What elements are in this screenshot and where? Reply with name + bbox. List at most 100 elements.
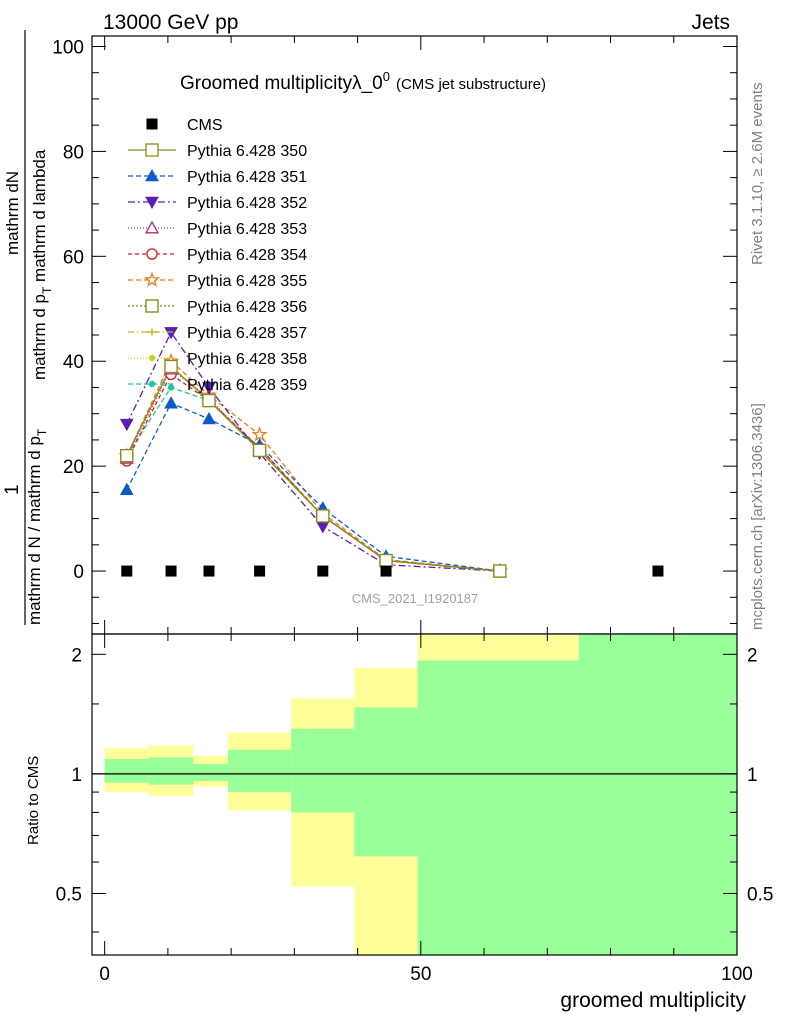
data-point	[317, 565, 329, 577]
ratio-tick-label: 2	[71, 645, 82, 666]
ratio-panel: 0.5 0.5 1 1 2 2	[56, 633, 773, 956]
data-point	[145, 299, 159, 313]
data-point	[148, 380, 156, 388]
data-point	[146, 118, 158, 130]
data-point	[145, 196, 159, 210]
data-point	[203, 565, 215, 577]
ratio-bands	[104, 634, 737, 955]
series-line	[126, 368, 500, 572]
series-line	[126, 365, 500, 572]
data-point	[164, 327, 178, 340]
data-point	[315, 521, 330, 534]
category-label: Jets	[691, 11, 730, 34]
series-line	[126, 365, 500, 572]
data-point	[379, 553, 393, 568]
ratio-y-label: Ratio to CMS	[25, 756, 42, 845]
legend-label: Pythia 6.428 358	[187, 351, 307, 368]
chart-title-sub: (CMS jet substructure)	[396, 76, 546, 93]
x-tick-label: 50	[410, 964, 431, 985]
data-point	[119, 482, 134, 496]
ratio-tick-label: 1	[71, 765, 82, 786]
side-source-label: mcplots.cern.ch [arXiv:1306.3436]	[749, 403, 766, 630]
series-line	[126, 365, 500, 572]
data-point	[146, 248, 158, 260]
ratio-frame	[91, 633, 738, 956]
series-line	[126, 386, 500, 572]
ratio-inner-band	[104, 759, 149, 783]
legend-label: Pythia 6.428 352	[187, 195, 307, 212]
series-line	[126, 365, 500, 572]
y-axis-label-num-den: mathrm d pT mathrm d lambda	[30, 149, 54, 380]
main-panel: 0 20 40 60 80 100	[52, 35, 738, 635]
legend-label: Pythia 6.428 353	[187, 221, 307, 238]
data-point	[251, 426, 268, 442]
ratio-inner-band	[578, 634, 737, 955]
main-series-layer	[118, 327, 664, 579]
data-point	[202, 411, 216, 425]
legend-label: Pythia 6.428 354	[187, 247, 307, 264]
legend-label: Pythia 6.428 351	[187, 169, 307, 186]
data-point	[121, 565, 133, 577]
ratio-tick-label-right: 0.5	[747, 884, 773, 905]
data-point	[202, 393, 216, 408]
x-tick-label: 100	[721, 964, 753, 985]
data-point	[316, 509, 330, 523]
legend-label: Pythia 6.428 350	[187, 143, 307, 160]
chart-title: Groomed multiplicityλ_00 (CMS jet substru…	[180, 69, 546, 94]
energy-label: 13000 GeV pp	[103, 11, 238, 34]
data-point	[165, 565, 177, 577]
ratio-tick-label-right: 2	[747, 645, 758, 666]
data-point	[164, 359, 178, 374]
data-point	[144, 220, 160, 234]
ratio-tick-label: 0.5	[56, 884, 82, 905]
x-axis-label: groomed multiplicity	[560, 989, 746, 1012]
y-tick-label: 60	[63, 247, 84, 268]
data-point	[380, 565, 392, 577]
data-point	[146, 328, 158, 336]
ratio-inner-band	[193, 763, 228, 781]
legend: CMS Pythia 6.428 350 Pythia 6.428 351 Pythi…	[128, 117, 307, 394]
data-point	[252, 443, 267, 458]
ratio-inner-band	[227, 749, 292, 793]
data-point	[145, 143, 159, 157]
data-point	[145, 168, 159, 182]
data-point	[254, 565, 266, 577]
y-tick-label: 100	[52, 37, 84, 58]
legend-label: Pythia 6.428 359	[187, 377, 307, 394]
ratio-inner-band	[148, 757, 194, 785]
data-point	[202, 382, 216, 395]
ratio-axis-ticks: 0.5 0.5 1 1 2 2	[56, 634, 773, 955]
data-point	[493, 564, 507, 578]
series-line	[126, 402, 500, 572]
x-axis-tick-labels: 0 50 100	[99, 964, 752, 985]
y-axis-label-one: 1	[2, 484, 23, 495]
legend-label: Pythia 6.428 356	[187, 299, 307, 316]
legend-label: Pythia 6.428 355	[187, 273, 307, 290]
chart-title-main: Groomed multiplicityλ_0	[180, 73, 383, 94]
side-version-label: Rivet 3.1.10, ≥ 2.6M events	[749, 83, 766, 266]
data-point	[167, 384, 175, 391]
chart-title-sup: 0	[383, 69, 390, 84]
series-line	[126, 360, 500, 572]
data-point	[148, 354, 156, 362]
y-tick-label: 80	[63, 142, 84, 163]
ratio-inner-band	[354, 707, 418, 857]
data-point	[119, 418, 134, 432]
data-point	[143, 271, 161, 287]
x-tick-label: 0	[99, 964, 110, 985]
y-axis-label-num: mathrm dN	[3, 171, 22, 255]
y-tick-label: 20	[63, 457, 84, 478]
y-tick-label: 40	[63, 352, 84, 373]
y-tick-label: 0	[73, 562, 84, 583]
legend-label: CMS	[187, 117, 223, 134]
ratio-inner-band	[417, 660, 579, 955]
data-point	[652, 565, 664, 577]
main-axis-ticks: 0 20 40 60 80 100	[52, 36, 738, 634]
analysis-id: CMS_2021_I1920187	[352, 591, 479, 606]
series-line	[126, 373, 500, 572]
ratio-tick-label-right: 1	[747, 765, 758, 786]
data-point	[164, 396, 178, 409]
legend-label: Pythia 6.428 357	[187, 325, 307, 342]
y-axis-label-den: mathrm d N / mathrm d pT	[25, 428, 49, 625]
